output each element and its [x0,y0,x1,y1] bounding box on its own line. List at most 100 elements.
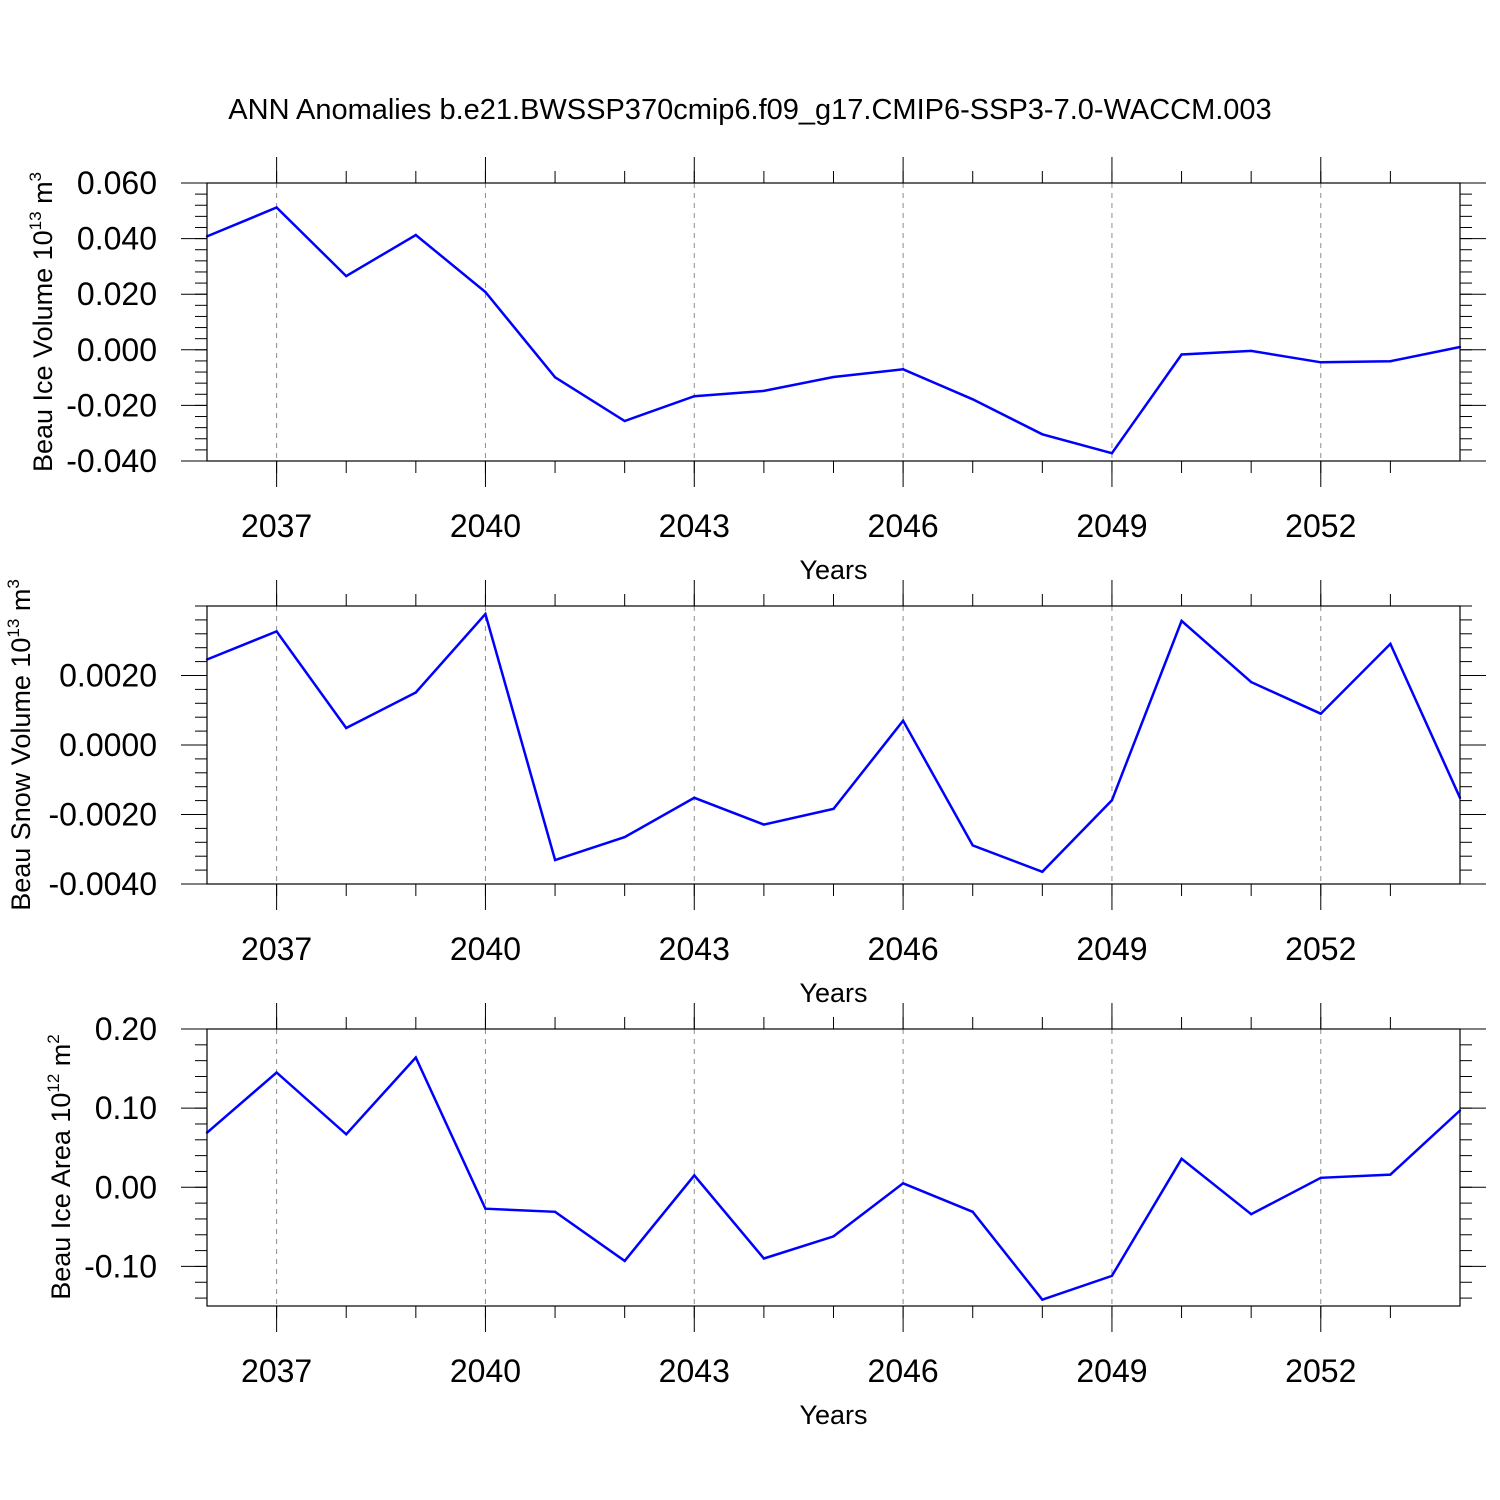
y-axis-label-exponent: 13 [4,619,23,638]
data-point [414,1056,418,1059]
x-tick-label: 2049 [1076,508,1147,544]
y-tick-label: -0.0040 [48,866,157,902]
data-point [1041,1298,1044,1301]
data-point [553,858,557,862]
x-tick-label: 2046 [868,931,939,967]
y-axis-label: Beau Ice Area 1012 m2 [44,1034,76,1300]
figure-title: ANN Anomalies b.e21.BWSSP370cmip6.f09_g1… [228,94,1271,126]
data-point [971,844,974,847]
x-tick-label: 2037 [241,1353,312,1389]
x-tick-label: 2040 [450,508,521,544]
data-point [1180,353,1183,356]
data-point [623,835,626,839]
data-point [1180,619,1183,623]
y-tick-label: -0.040 [66,443,157,479]
data-point [1319,712,1322,715]
y-axis-label-unit-exponent: 3 [26,172,45,181]
x-tick-label: 2052 [1285,508,1356,544]
data-point [971,398,974,401]
data-point [832,807,835,811]
chart-panel-1: -0.040 -0.020 0.000 0.020 0.040 0.060 2037 2040… [26,157,1486,585]
y-axis-label: Beau Snow Volume 1013 m3 [4,579,36,911]
data-point [693,395,696,398]
data-point [1319,361,1322,364]
data-point [693,1174,696,1177]
y-axis-label-unit: m [46,1044,76,1074]
y-axis-label-unit-exponent: 2 [44,1034,63,1043]
x-tick-label: 2037 [241,508,312,544]
plot-frame [206,182,1461,462]
data-point [623,419,626,423]
y-tick-label: 0.000 [77,332,157,368]
data-point [414,691,418,694]
data-point [275,630,278,633]
data-point [623,1259,626,1263]
data-point [693,796,696,800]
data-point [1180,1157,1183,1160]
y-axis-label-unit: m [6,589,36,619]
data-point [345,726,348,730]
x-tick-label: 2046 [868,1353,939,1389]
data-point [901,719,905,722]
x-tick-label: 2052 [1285,1353,1356,1389]
data-point [901,1182,905,1185]
y-tick-label: -0.10 [84,1248,157,1284]
y-tick-label: 0.20 [95,1011,157,1047]
data-point [1389,642,1392,646]
data-point [1389,359,1392,363]
data-point [762,823,766,826]
x-tick-label: 2043 [659,931,730,967]
x-axis-label: Years [799,555,867,585]
data-point [762,1257,766,1260]
y-axis-label-exponent: 12 [44,1074,63,1093]
chart-panel-3: -0.10 0.00 0.10 0.20 2037 2040 2043 2046 2049 205… [44,1003,1486,1430]
y-tick-label: 0.060 [77,165,157,201]
data-point [1389,1173,1392,1176]
x-tick-label: 2037 [241,931,312,967]
data-point [1319,1176,1322,1179]
data-point [275,206,278,209]
data-point [832,1235,835,1238]
x-tick-label: 2040 [450,1353,521,1389]
x-axis-label: Years [799,1400,867,1430]
y-tick-label: -0.0020 [48,797,157,833]
data-point [1249,1212,1253,1216]
chart-panel-2: -0.0040 -0.0020 0.0000 0.0020 2037 2040 2043 20… [4,579,1486,1008]
data-point [414,233,418,237]
data-point [1041,433,1044,436]
data-point [1041,870,1044,874]
data-point [484,612,487,616]
data-point [553,1210,557,1214]
x-tick-label: 2049 [1076,1353,1147,1389]
y-axis-label-text: Beau Snow Volume 10 [6,638,36,911]
y-tick-label: -0.020 [66,387,157,423]
y-tick-label: 0.0020 [59,658,157,694]
data-point [762,389,766,393]
y-axis-label-exponent: 13 [26,211,45,230]
data-point [345,1133,348,1136]
x-tick-label: 2052 [1285,931,1356,967]
y-tick-label: 0.0000 [59,727,157,763]
plot-frame [206,605,1461,885]
data-point [484,290,487,294]
data-point [901,368,905,371]
data-point [1110,799,1114,802]
x-tick-label: 2046 [868,508,939,544]
y-axis-label: Beau Ice Volume 1013 m3 [26,172,58,472]
data-point [1249,349,1253,353]
y-tick-label: 0.00 [95,1169,157,1205]
y-axis-label-unit: m [28,181,58,211]
data-point [832,375,835,379]
data-point [1249,680,1253,684]
x-tick-label: 2040 [450,931,521,967]
data-point [345,274,348,278]
data-point [1110,1274,1114,1278]
y-axis-label-unit-exponent: 3 [4,579,23,588]
y-tick-label: 0.040 [77,221,157,257]
y-axis-label-text: Beau Ice Volume 10 [28,230,58,472]
data-point [484,1207,487,1210]
plot-frame [206,1028,1461,1307]
x-axis-label: Years [799,978,867,1008]
